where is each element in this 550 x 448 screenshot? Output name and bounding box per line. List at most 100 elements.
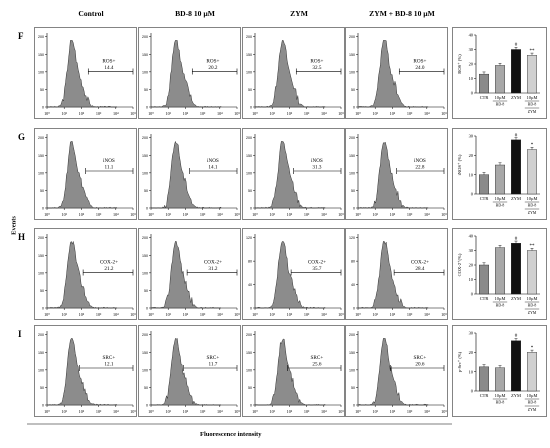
x-tick-label: 10⁴	[321, 409, 327, 414]
y-tick-label: 150	[246, 351, 252, 355]
histogram-area	[254, 40, 326, 108]
bar-category-label: ZYM	[511, 296, 521, 301]
x-tick-label: 10¹	[372, 111, 378, 116]
x-tick-label: 10¹	[269, 212, 275, 217]
histogram-plot: 0 50 100 150 200 10⁰ 10¹ 10² 10³ 10⁴ 10⁵ ROS+32.5	[242, 27, 345, 119]
y-tick-label: 50	[248, 386, 252, 390]
y-tick-label: 0	[42, 307, 44, 311]
x-tick-label: 10⁰	[252, 111, 258, 116]
x-tick-label: 10⁵	[338, 111, 344, 116]
bar-category-label: 10µM	[495, 296, 506, 301]
histogram-area	[151, 140, 222, 209]
x-tick-label: 10⁵	[441, 409, 447, 414]
histogram-plot: 0 40 80 120 10⁰ 10¹ 10² 10³ 10⁴ 10⁵ COX-2+35.7	[242, 228, 345, 320]
bar-y-tick-label: 10	[469, 172, 474, 177]
x-tick-label: 10⁴	[217, 409, 223, 414]
y-tick-label: 80	[248, 260, 252, 264]
y-tick-label: 0	[146, 404, 148, 408]
y-tick-label: 0	[250, 207, 252, 211]
x-tick-label: 10⁴	[424, 212, 430, 217]
bar-2	[511, 243, 522, 295]
y-tick-label: 150	[246, 154, 252, 158]
histogram-panel: 0 50 100 150 200 10⁰ 10¹ 10² 10³ 10⁴ 10⁵ iNOS 14.1	[138, 128, 241, 220]
x-tick-label: 10⁰	[355, 409, 361, 414]
y-tick-label: 200	[142, 35, 148, 39]
gate-marker-label: iNOS	[311, 158, 323, 164]
y-tick-label: 150	[38, 53, 44, 57]
y-tick-label: 150	[142, 53, 148, 57]
significance-mark: **	[530, 49, 536, 54]
group-label: BD-8	[528, 401, 537, 405]
group-label: BD-8	[528, 204, 537, 208]
significance-mark: #	[515, 43, 518, 48]
gate-percent: 14.1	[208, 165, 217, 171]
y-tick-label: 100	[349, 171, 355, 175]
y-tick-label: 100	[246, 368, 252, 372]
bar-y-tick-label: 0	[471, 389, 474, 394]
x-tick-label: 10⁴	[113, 111, 119, 116]
gate-marker-label: SRC+	[414, 355, 427, 361]
histogram-plot: 0 50 100 150 200 10⁰ 10¹ 10² 10³ 10⁴ 10⁵ ROS+24.0	[345, 27, 448, 119]
x-tick-label: 10⁵	[338, 212, 344, 217]
bar-category-label: CTR	[480, 393, 489, 398]
y-tick-label: 150	[349, 53, 355, 57]
bar-chart: 0 10 20 30 iNOS⁺ (%) CTR 10µM # ZYM * 10µM BD-8 BD-8…	[452, 128, 547, 220]
gate-percent: 11.1	[104, 165, 113, 171]
column-header-control: Control	[78, 9, 104, 18]
x-tick-label: 10²	[183, 212, 189, 217]
bar-0	[479, 264, 490, 295]
row-letter-h: H	[18, 232, 26, 242]
y-tick-label: 100	[38, 70, 44, 74]
histogram-panel: 0 50 100 150 200 10⁰ 10¹ 10² 10³ 10⁴ 10⁵ iNOS 22.8	[345, 128, 448, 220]
histogram-plot: 0 50 100 150 200 10⁰ 10¹ 10² 10³ 10⁴ 10⁵ SRC+25.6	[242, 325, 345, 417]
bar-category-label: ZYM	[511, 393, 521, 398]
y-tick-label: 200	[38, 333, 44, 337]
x-tick-label: 10³	[407, 312, 413, 317]
bar-2	[511, 340, 522, 392]
y-tick-label: 0	[42, 404, 44, 408]
y-tick-label: 100	[142, 171, 148, 175]
bar-y-tick-label: 30	[469, 134, 474, 139]
significance-mark: #	[515, 133, 518, 138]
x-tick-label: 10⁰	[148, 212, 154, 217]
y-tick-label: 120	[246, 236, 252, 240]
x-tick-label: 10⁵	[234, 212, 240, 217]
x-tick-label: 10³	[407, 409, 413, 414]
y-tick-label: 150	[142, 254, 148, 258]
gate-marker-label: ROS+	[206, 58, 219, 64]
gate-marker-label: ROS+	[102, 58, 115, 64]
bar-y-axis-label: COX-2⁺(%)	[457, 253, 462, 276]
histogram-panel: 0 50 100 150 200 10⁰ 10¹ 10² 10³ 10⁴ 10⁵ SRC+ 25.6	[242, 325, 345, 417]
x-tick-label: 10³	[200, 312, 206, 317]
x-tick-label: 10³	[304, 312, 310, 317]
x-tick-label: 10²	[183, 312, 189, 317]
y-tick-label: 100	[349, 70, 355, 74]
y-tick-label: 100	[38, 171, 44, 175]
gate-marker-label: iNOS	[207, 158, 219, 164]
bar-category-label: 10µM	[527, 296, 538, 301]
histogram-plot: 0 50 100 150 200 10⁰ 10¹ 10² 10³ 10⁴ 10⁵ SRC+11.7	[138, 325, 241, 417]
y-tick-label: 150	[38, 351, 44, 355]
x-tick-label: 10²	[390, 312, 396, 317]
x-tick-label: 10⁴	[217, 212, 223, 217]
x-tick-label: 10²	[390, 111, 396, 116]
bar-3	[526, 250, 537, 295]
x-tick-label: 10³	[200, 409, 206, 414]
x-tick-label: 10¹	[372, 409, 378, 414]
histogram-area	[357, 40, 429, 108]
histogram-plot: 0 50 100 150 200 10⁰ 10¹ 10² 10³ 10⁴ 10⁵ ROS+20.2	[138, 27, 241, 119]
x-tick-label: 10²	[287, 312, 293, 317]
group-label: ZYM	[528, 408, 537, 412]
histogram-panel: 0 40 80 120 10⁰ 10¹ 10² 10³ 10⁴ 10⁵ COX-2+ 35.7	[242, 228, 345, 320]
bar-chart-panel: 0 10 20 30 p-Src⁺ (%) CTR 10µM # ZYM * 10µM BD-8 BD-…	[452, 325, 547, 417]
y-tick-label: 50	[351, 88, 355, 92]
x-axis-title: Fluorescence intensity	[200, 431, 262, 438]
gate-percent: 22.8	[415, 165, 424, 171]
bar-chart: 0 10 20 30 p-Src⁺ (%) CTR 10µM # ZYM * 10µM BD-8 BD-…	[452, 325, 547, 417]
x-tick-label: 10³	[407, 212, 413, 217]
y-tick-label: 0	[146, 207, 148, 211]
x-tick-label: 10²	[79, 111, 85, 116]
y-tick-label: 100	[142, 368, 148, 372]
